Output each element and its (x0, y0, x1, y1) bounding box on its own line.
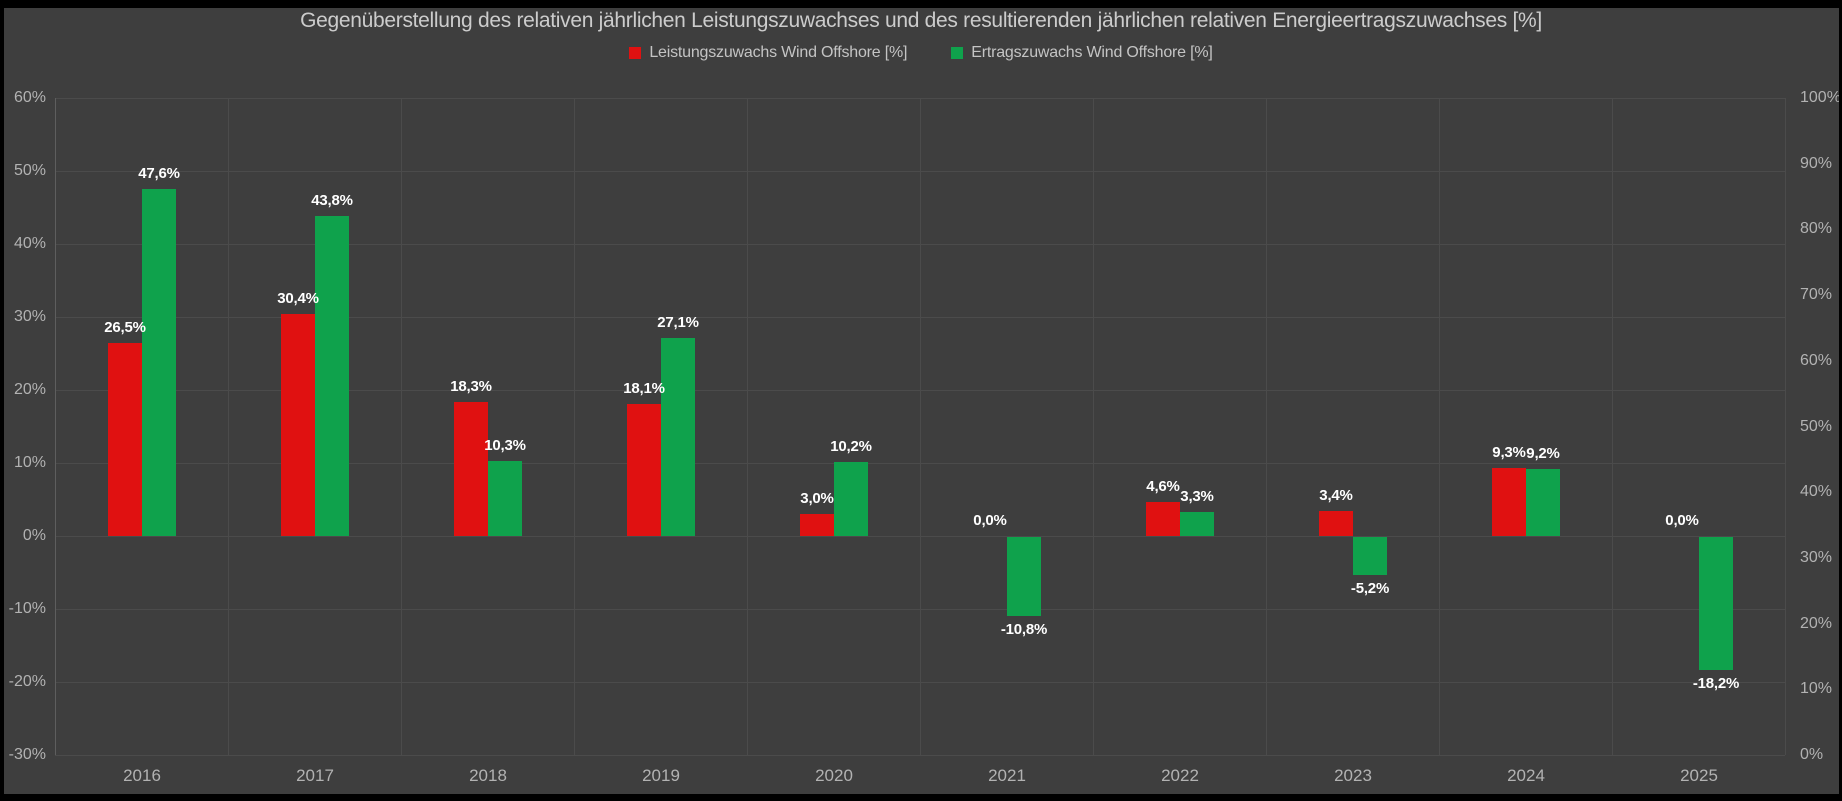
gridline-vertical (1266, 98, 1267, 755)
gridline-horizontal (55, 755, 1785, 756)
bar-leistungszuwachs-2018 (454, 402, 488, 536)
value-label-ertragszuwachs-2018: 10,3% (484, 437, 526, 454)
bar-ertragszuwachs-2021 (1007, 537, 1041, 616)
value-label-ertragszuwachs-2019: 27,1% (657, 314, 699, 331)
value-label-leistungszuwachs-2024: 9,3% (1492, 444, 1526, 461)
value-label-ertragszuwachs-2020: 10,2% (830, 438, 872, 455)
gridline-vertical (55, 98, 56, 755)
value-label-leistungszuwachs-2019: 18,1% (623, 380, 665, 397)
bar-ertragszuwachs-2019 (661, 338, 695, 536)
value-label-ertragszuwachs-2025: -18,2% (1692, 675, 1740, 692)
window-frame-top (0, 0, 1842, 8)
gridline-vertical (1612, 98, 1613, 755)
value-label-leistungszuwachs-2018: 18,3% (450, 378, 492, 395)
bar-ertragszuwachs-2024 (1526, 469, 1560, 536)
bar-ertragszuwachs-2022 (1180, 512, 1214, 536)
right-axis-tick: 10% (1800, 680, 1833, 697)
value-label-leistungszuwachs-2022: 4,6% (1146, 478, 1180, 495)
value-label-leistungszuwachs-2017: 30,4% (277, 290, 319, 307)
left-axis-tick: 30% (13, 308, 46, 325)
gridline-vertical (574, 98, 575, 755)
value-label-leistungszuwachs-2023: 3,4% (1319, 487, 1353, 504)
bar-leistungszuwachs-2019 (627, 404, 661, 536)
legend-label: Leistungszuwachs Wind Offshore [%] (649, 44, 908, 61)
right-axis-tick: 30% (1800, 549, 1833, 566)
x-axis-label-2022: 2022 (1161, 766, 1199, 785)
value-label-leistungszuwachs-2025: 0,0% (1665, 512, 1699, 529)
right-axis-tick: 70% (1800, 286, 1833, 303)
chart-title: Gegenüberstellung des relativen jährlich… (300, 9, 1542, 32)
legend-item-leistungszuwachs: Leistungszuwachs Wind Offshore [%] (629, 44, 907, 62)
window-frame-right (1839, 0, 1842, 801)
left-axis-tick: -30% (8, 746, 46, 763)
bar-ertragszuwachs-2016 (142, 189, 176, 536)
right-axis-tick: 0% (1800, 746, 1824, 763)
bar-ertragszuwachs-2020 (834, 462, 868, 536)
legend-swatch-red-icon (629, 47, 642, 59)
left-axis-tick: 10% (13, 454, 46, 471)
value-label-ertragszuwachs-2022: 3,3% (1180, 488, 1214, 505)
x-axis-label-2018: 2018 (469, 766, 507, 785)
bar-ertragszuwachs-2025 (1699, 537, 1733, 670)
value-label-ertragszuwachs-2023: -5,2% (1350, 580, 1390, 597)
right-axis-tick: 20% (1800, 615, 1833, 632)
bar-leistungszuwachs-2016 (108, 343, 142, 536)
x-axis-label-2023: 2023 (1334, 766, 1372, 785)
bar-leistungszuwachs-2020 (800, 514, 834, 536)
bar-ertragszuwachs-2023 (1353, 537, 1387, 575)
bar-leistungszuwachs-2022 (1146, 502, 1180, 536)
value-label-ertragszuwachs-2024: 9,2% (1526, 445, 1560, 462)
gridline-vertical (1785, 98, 1786, 755)
right-axis-tick: 80% (1800, 220, 1833, 237)
x-axis-label-2016: 2016 (123, 766, 161, 785)
left-axis-tick: 0% (22, 527, 46, 544)
gridline-vertical (401, 98, 402, 755)
right-axis-tick: 90% (1800, 155, 1833, 172)
value-label-ertragszuwachs-2021: -10,8% (1000, 621, 1048, 638)
right-axis-tick: 100% (1800, 89, 1841, 106)
legend-swatch-green-icon (951, 47, 964, 59)
chart-legend: Leistungszuwachs Wind Offshore [%] Ertra… (0, 44, 1842, 62)
value-label-ertragszuwachs-2016: 47,6% (138, 165, 180, 182)
bar-leistungszuwachs-2024 (1492, 468, 1526, 536)
gridline-vertical (1439, 98, 1440, 755)
gridline-vertical (1093, 98, 1094, 755)
bar-ertragszuwachs-2017 (315, 216, 349, 536)
bar-leistungszuwachs-2023 (1319, 511, 1353, 536)
right-axis-tick: 40% (1800, 483, 1833, 500)
legend-item-ertragszuwachs: Ertragszuwachs Wind Offshore [%] (951, 44, 1213, 62)
gridline-vertical (920, 98, 921, 755)
right-axis-tick: 50% (1800, 418, 1833, 435)
left-axis-tick: -20% (8, 673, 46, 690)
x-axis-label-2021: 2021 (988, 766, 1026, 785)
x-axis-label-2025: 2025 (1680, 766, 1718, 785)
left-axis-tick: -10% (8, 600, 46, 617)
value-label-ertragszuwachs-2017: 43,8% (311, 192, 353, 209)
value-label-leistungszuwachs-2021: 0,0% (973, 512, 1007, 529)
value-label-leistungszuwachs-2020: 3,0% (800, 490, 834, 507)
right-axis-tick: 60% (1800, 352, 1833, 369)
window-frame-left (0, 0, 4, 801)
x-axis-label-2024: 2024 (1507, 766, 1545, 785)
left-axis-tick: 50% (13, 162, 46, 179)
x-axis-label-2019: 2019 (642, 766, 680, 785)
legend-label: Ertragszuwachs Wind Offshore [%] (971, 44, 1213, 61)
left-axis-tick: 20% (13, 381, 46, 398)
bar-ertragszuwachs-2018 (488, 461, 522, 536)
x-axis-label-2017: 2017 (296, 766, 334, 785)
x-axis-label-2020: 2020 (815, 766, 853, 785)
left-axis-tick: 60% (13, 89, 46, 106)
window-frame-bottom (0, 794, 1842, 801)
bar-leistungszuwachs-2017 (281, 314, 315, 536)
gridline-vertical (747, 98, 748, 755)
left-axis-tick: 40% (13, 235, 46, 252)
gridline-vertical (228, 98, 229, 755)
value-label-leistungszuwachs-2016: 26,5% (104, 319, 146, 336)
